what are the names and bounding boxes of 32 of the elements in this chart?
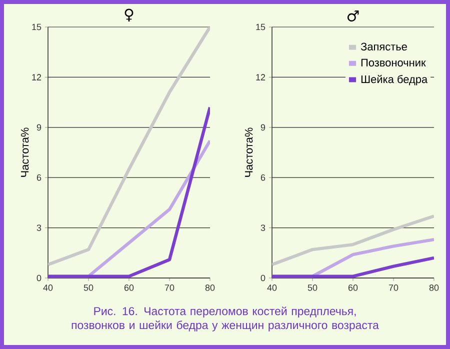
x-tick-label: 60 bbox=[348, 284, 358, 291]
y-tick-label: 6 bbox=[36, 174, 42, 181]
y-axis-title: Частота% bbox=[20, 128, 29, 177]
text: Рис. 16. Частота переломов костей предплечья, позвонков и шейки бедра у женщин различного возраста bbox=[72, 306, 379, 332]
x-tick-label: 60 bbox=[124, 284, 134, 291]
x-tick-label: 40 bbox=[267, 284, 277, 291]
x-tick-label: 40 bbox=[43, 284, 53, 291]
x-tick-label: 50 bbox=[84, 284, 94, 291]
legend-label: Шейка бедра bbox=[361, 74, 428, 86]
y-axis-title: Частота% bbox=[244, 128, 253, 177]
y-tick-label: 12 bbox=[256, 74, 266, 80]
y-tick-label: 0 bbox=[36, 274, 42, 282]
legend-label: Позвоночник bbox=[361, 58, 426, 67]
x-tick-label: 50 bbox=[308, 284, 318, 291]
y-tick-label: 3 bbox=[36, 224, 42, 231]
line-series bbox=[48, 26, 210, 266]
chart-title: ♂ bbox=[347, 10, 359, 22]
x-tick-label: 70 bbox=[164, 284, 174, 291]
y-tick-label: 15 bbox=[256, 24, 266, 30]
chart-title: ♀ bbox=[124, 8, 134, 22]
x-tick-label: 70 bbox=[388, 284, 398, 291]
legend-label: Запястье bbox=[360, 42, 407, 50]
y-tick-label: 12 bbox=[32, 74, 42, 80]
y-tick-label: 3 bbox=[260, 224, 266, 231]
x-tick-label: 80 bbox=[205, 284, 215, 291]
line-series bbox=[272, 214, 434, 266]
y-tick-label: 9 bbox=[260, 124, 266, 131]
x-tick-label: 80 bbox=[429, 284, 439, 291]
y-tick-label: 6 bbox=[260, 174, 266, 181]
y-tick-label: 9 bbox=[36, 124, 42, 131]
y-tick-label: 0 bbox=[260, 274, 266, 282]
y-tick-label: 15 bbox=[32, 24, 42, 30]
